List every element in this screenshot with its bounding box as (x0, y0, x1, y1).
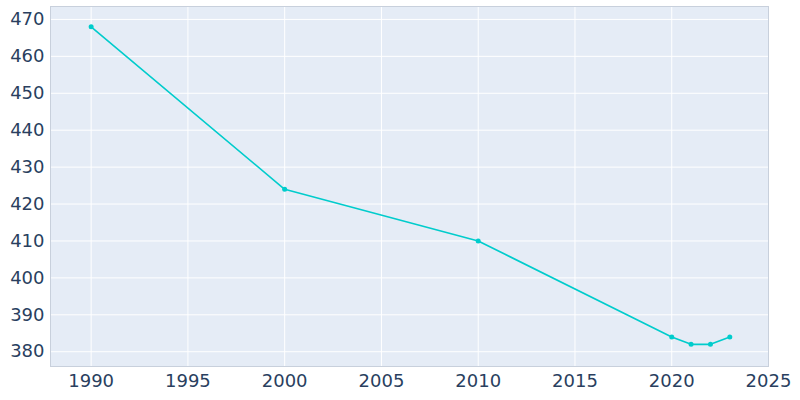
svg-text:430: 430 (10, 156, 44, 177)
svg-text:450: 450 (10, 82, 44, 103)
svg-text:2020: 2020 (649, 370, 695, 391)
svg-text:410: 410 (10, 230, 44, 251)
svg-text:2005: 2005 (359, 370, 405, 391)
svg-text:2015: 2015 (552, 370, 598, 391)
svg-text:420: 420 (10, 193, 44, 214)
svg-text:1995: 1995 (165, 370, 211, 391)
svg-text:400: 400 (10, 267, 44, 288)
svg-text:440: 440 (10, 119, 44, 140)
svg-text:2010: 2010 (455, 370, 501, 391)
svg-text:470: 470 (10, 8, 44, 29)
svg-text:380: 380 (10, 340, 44, 361)
svg-text:1990: 1990 (68, 370, 114, 391)
svg-text:390: 390 (10, 304, 44, 325)
svg-text:2025: 2025 (746, 370, 792, 391)
svg-text:460: 460 (10, 45, 44, 66)
svg-text:2000: 2000 (262, 370, 308, 391)
